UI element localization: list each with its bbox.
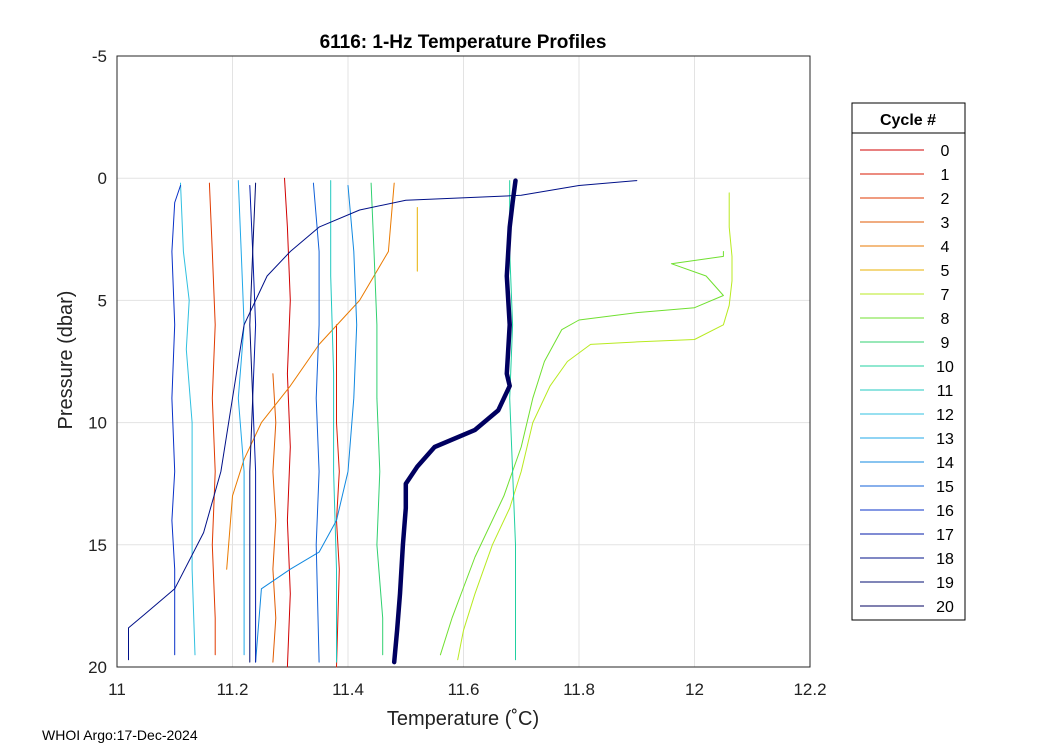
legend-label-cycle-9: 9 <box>941 335 950 352</box>
series-line-cycle-18 <box>128 180 638 661</box>
series-lines <box>128 177 733 668</box>
legend-label-cycle-10: 10 <box>936 359 954 376</box>
y-tick-label: 0 <box>98 169 107 188</box>
y-tick-label: 5 <box>98 291 107 310</box>
series-line-cycle-10 <box>509 180 516 661</box>
footer-stamp: WHOI Argo:17-Dec-2024 <box>42 727 198 743</box>
legend-label-cycle-5: 5 <box>941 263 950 280</box>
series-line-cycle-15 <box>312 182 320 663</box>
legend-label-cycle-3: 3 <box>941 215 950 232</box>
series-line-cycle-9 <box>370 182 384 656</box>
series-line-cycle-4 <box>226 182 395 570</box>
x-tick-labels: 11 11.2 11.4 11.6 11.8 12 12.2 <box>108 680 826 699</box>
y-tick-label: 15 <box>88 536 107 555</box>
series-line-cycle-20 <box>391 178 518 665</box>
legend-label-cycle-1: 1 <box>941 167 950 184</box>
legend-label-cycle-15: 15 <box>936 479 954 496</box>
series-line-cycle-16 <box>171 185 181 656</box>
series-line-cycle-1 <box>336 324 340 668</box>
series-line-cycle-0 <box>284 177 291 668</box>
legend-label-cycle-12: 12 <box>936 407 954 424</box>
legend-label-cycle-16: 16 <box>936 503 954 520</box>
series-line-cycle-19 <box>249 182 257 663</box>
x-tick-label: 11.6 <box>448 680 480 699</box>
legend-label-cycle-4: 4 <box>941 239 950 256</box>
plot-area-frame <box>116 55 811 668</box>
legend-label-cycle-14: 14 <box>936 455 954 472</box>
y-tick-label: 20 <box>88 658 107 677</box>
x-tick-label: 11.4 <box>332 680 364 699</box>
legend-label-cycle-19: 19 <box>936 575 954 592</box>
chart-title: 6116: 1-Hz Temperature Profiles <box>320 32 607 53</box>
series-line-cycle-12 <box>180 182 196 656</box>
legend-label-cycle-0: 0 <box>941 143 950 160</box>
legend-title: Cycle # <box>880 112 936 129</box>
legend-label-cycle-11: 11 <box>937 383 954 400</box>
x-tick-label: 11.8 <box>563 680 595 699</box>
series-line-cycle-13 <box>237 180 245 656</box>
legend-label-cycle-8: 8 <box>941 311 950 328</box>
series-line-cycle-11 <box>330 180 337 663</box>
series-line-cycle-8 <box>439 251 724 656</box>
legend-label-cycle-18: 18 <box>936 551 954 568</box>
y-tick-label: 10 <box>88 414 107 433</box>
x-tick-label: 12.2 <box>793 680 826 699</box>
legend-label-cycle-2: 2 <box>941 191 950 208</box>
x-axis-label: Temperature (˚C) <box>387 708 539 730</box>
legend-label-cycle-7: 7 <box>941 287 950 304</box>
grid-lines <box>116 55 811 668</box>
series-line-cycle-14 <box>255 185 358 663</box>
series-line-cycle-7 <box>457 192 733 661</box>
series-line-cycle-3 <box>272 373 277 663</box>
y-axis-label: Pressure (dbar) <box>55 291 77 430</box>
x-tick-label: 11 <box>108 680 126 699</box>
x-tick-label: 12 <box>685 680 704 699</box>
y-tick-label: -5 <box>92 47 107 66</box>
legend-label-cycle-20: 20 <box>936 599 954 616</box>
legend-label-cycle-13: 13 <box>936 431 954 448</box>
y-tick-labels: -5 0 5 10 15 20 <box>88 47 107 677</box>
legend-label-cycle-17: 17 <box>936 527 954 544</box>
series-line-cycle-2 <box>208 182 216 656</box>
x-tick-label: 11.2 <box>217 680 249 699</box>
